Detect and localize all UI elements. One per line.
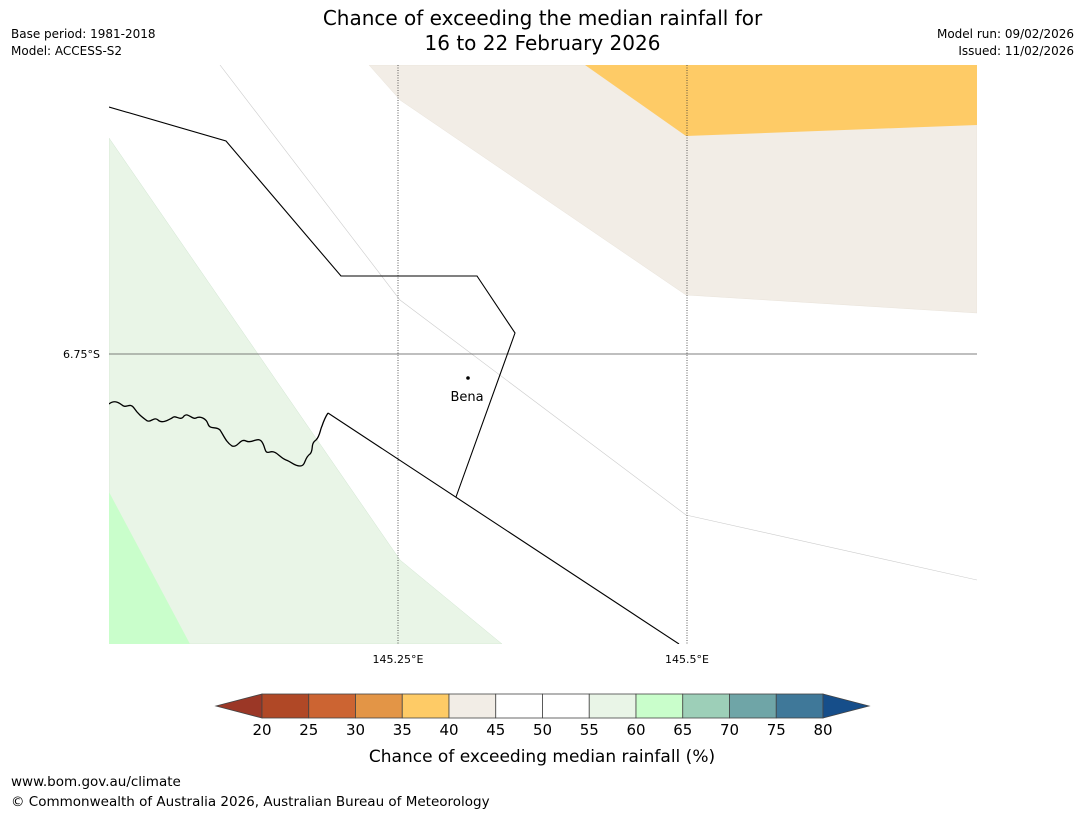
colorbar-tick-label: 65 — [673, 721, 692, 739]
base-period-text: Base period: 1981-2018 — [11, 27, 156, 41]
region-35-40 — [585, 65, 977, 136]
colorbar: 20 25 30 35 40 45 50 55 60 65 70 75 80 Chance of exc… — [214, 693, 871, 767]
colorbar-segment — [682, 693, 730, 719]
region-55-60 — [109, 137, 503, 644]
colorbar-tick-label: 30 — [346, 721, 365, 739]
colorbar-segment — [448, 693, 497, 719]
longitude-label-1: 145.25°E — [373, 653, 424, 666]
map-panel: Bena — [109, 65, 977, 644]
colorbar-tick-label: 55 — [580, 721, 599, 739]
colorbar-tick-label: 45 — [486, 721, 505, 739]
colorbar-segment — [635, 693, 684, 719]
colorbar-segment — [588, 693, 637, 719]
river-boundary — [109, 401, 329, 467]
colorbar-ticks: 20 25 30 35 40 45 50 55 60 65 70 75 80 — [252, 721, 832, 739]
district-boundary-south — [327, 412, 680, 644]
colorbar-low-extension — [214, 693, 263, 719]
colorbar-segment — [308, 693, 356, 719]
colorbar-title: Chance of exceeding median rainfall (%) — [369, 747, 715, 767]
contour-line — [219, 65, 977, 581]
colorbar-tick-label: 20 — [252, 721, 271, 739]
footer-copyright: © Commonwealth of Australia 2026, Austra… — [11, 794, 490, 810]
meta-left: Base period: 1981-2018 Model: ACCESS-S2 — [11, 26, 156, 60]
colorbar-segment — [775, 693, 824, 719]
colorbar-segment — [261, 693, 310, 719]
model-run-text: Model run: 09/02/2026 — [936, 27, 1074, 41]
place-label-bena: Bena — [450, 390, 483, 405]
region-60-65 — [109, 492, 190, 644]
colorbar-tick-label: 40 — [439, 721, 458, 739]
colorbar-tick-label: 25 — [299, 721, 318, 739]
colorbar-segments — [261, 693, 824, 719]
colorbar-tick-label: 50 — [533, 721, 552, 739]
footer-site: www.bom.gov.au/climate — [11, 774, 181, 790]
colorbar-tick-label: 75 — [767, 721, 786, 739]
colorbar-segment — [401, 693, 450, 719]
colorbar-tick-label: 80 — [813, 721, 832, 739]
chart-title: Chance of exceeding the median rainfall … — [0, 6, 1085, 56]
colorbar-tick-label: 60 — [626, 721, 645, 739]
title-line-1: Chance of exceeding the median rainfall … — [322, 6, 763, 30]
meta-right: Model run: 09/02/2026 Issued: 11/02/2026 — [937, 26, 1074, 60]
colorbar-segment — [542, 693, 590, 719]
colorbar-segment — [355, 693, 403, 719]
colorbar-high-extension — [822, 693, 871, 719]
district-boundary — [109, 106, 516, 498]
colorbar-tick-label: 35 — [393, 721, 412, 739]
longitude-label-2: 145.5°E — [665, 653, 709, 666]
issued-text: Issued: 11/02/2026 — [958, 44, 1074, 58]
model-text: Model: ACCESS-S2 — [11, 44, 123, 58]
colorbar-tick-label: 70 — [720, 721, 739, 739]
colorbar-segment — [495, 693, 543, 719]
colorbar-segment — [729, 693, 777, 719]
latitude-label: 6.75°S — [63, 348, 100, 361]
title-line-2: 16 to 22 February 2026 — [424, 31, 661, 55]
bena-marker — [466, 376, 470, 380]
